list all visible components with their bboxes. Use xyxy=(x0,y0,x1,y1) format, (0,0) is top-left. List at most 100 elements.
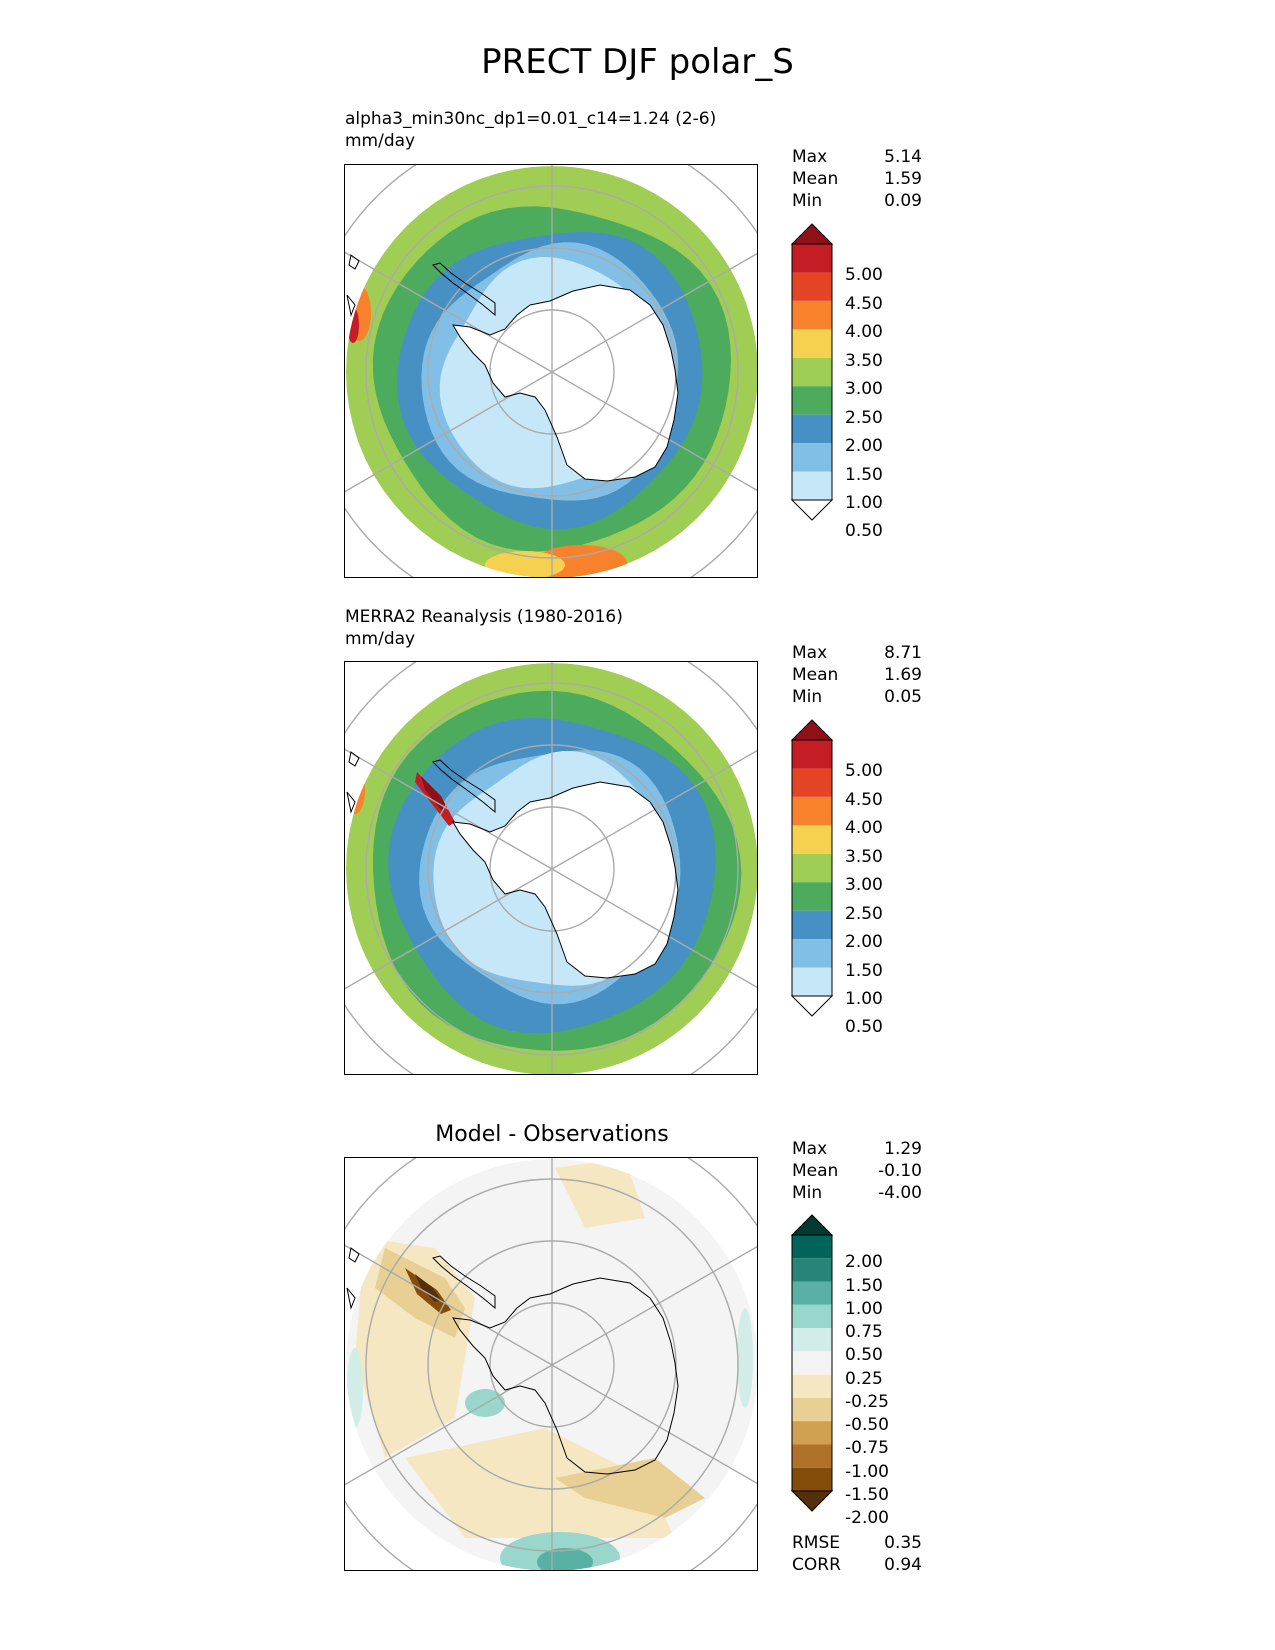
colorbar-segment xyxy=(792,386,832,415)
positive-bias-region xyxy=(347,1348,363,1428)
colorbar-segment xyxy=(792,740,832,769)
colorbar-segment xyxy=(792,882,832,911)
colorbar-tick-label: 3.50 xyxy=(845,846,883,867)
colorbar-tick-label: 1.50 xyxy=(845,464,883,485)
colorbar-tick-label: -0.50 xyxy=(845,1415,889,1436)
stat-value: 0.05 xyxy=(884,687,922,707)
colorbar-tick-label: 0.75 xyxy=(845,1322,883,1343)
stat-label: Min xyxy=(792,191,823,211)
colorbar-tick-label: 5.00 xyxy=(845,761,883,782)
colorbar-segment xyxy=(792,1374,832,1398)
colorbar-outline xyxy=(791,243,833,501)
negative-bias-region xyxy=(555,1159,645,1228)
colorbar-segment xyxy=(792,1444,832,1468)
coastal-precip-max xyxy=(421,776,447,810)
metric-value: 0.35 xyxy=(884,1533,922,1553)
stat-label: Mean xyxy=(792,665,839,685)
colorbar-segment xyxy=(792,1328,832,1352)
colorbar-segment xyxy=(792,1421,832,1445)
colorbar-tick-label: 4.00 xyxy=(845,818,883,839)
colorbar-tick-label: 2.00 xyxy=(845,932,883,953)
panel3-map xyxy=(344,1157,758,1571)
colorbar-segment xyxy=(792,414,832,444)
antarctic-interior xyxy=(453,285,678,481)
colorbar-tick-label: 1.50 xyxy=(845,960,883,981)
high-precip-patch xyxy=(346,766,365,814)
colorbar-tick-label: -1.00 xyxy=(845,1461,889,1482)
colorbar-tick-label: 3.50 xyxy=(845,350,883,371)
stat-label: Min xyxy=(792,687,823,707)
colorbar-segment xyxy=(792,1235,832,1259)
colorbar-extend-min xyxy=(790,995,834,1017)
panel1-stats: Max 5.14 Mean 1.59 Min 0.09 xyxy=(792,146,922,212)
stat-label: Mean xyxy=(792,169,839,189)
colorbar-segment xyxy=(792,1258,832,1282)
colorbar-tick-label: 3.00 xyxy=(845,875,883,896)
stat-label: Mean xyxy=(792,1161,839,1181)
colorbar-tick-label: -2.00 xyxy=(845,1508,889,1529)
colorbar-extend-min xyxy=(790,1490,834,1512)
colorbar-segment xyxy=(792,244,832,273)
stat-label: Max xyxy=(792,643,828,663)
panel2-colorbar xyxy=(790,719,834,1017)
colorbar-extend-max xyxy=(790,719,834,741)
metric-value: 0.94 xyxy=(884,1555,922,1575)
panel2-map xyxy=(344,661,758,1075)
colorbar-tick-label: 0.50 xyxy=(845,1345,883,1366)
stat-value: 1.59 xyxy=(884,169,922,189)
colorbar-segment xyxy=(792,768,832,797)
colorbar-segment xyxy=(792,300,832,330)
colorbar-segment xyxy=(792,357,832,387)
colorbar-tick-label: 2.50 xyxy=(845,903,883,924)
colorbar-tick-label: 3.00 xyxy=(845,379,883,400)
stat-value: 1.29 xyxy=(884,1139,922,1159)
colorbar-segment xyxy=(792,796,832,826)
panel3-metrics: RMSE 0.35 CORR 0.94 xyxy=(792,1532,922,1576)
panel1-map xyxy=(344,164,758,578)
high-precip-patch xyxy=(485,551,565,577)
colorbar-tick-label: 5.00 xyxy=(845,265,883,286)
panel1-colorbar xyxy=(790,223,834,521)
colorbar-segment xyxy=(792,329,832,358)
colorbar-tick-label: 0.50 xyxy=(845,521,883,542)
stat-label: Max xyxy=(792,1139,828,1159)
colorbar-tick-label: -0.75 xyxy=(845,1438,889,1459)
colorbar-tick-label: -0.25 xyxy=(845,1391,889,1412)
negative-bias-region xyxy=(405,1428,675,1538)
colorbar-tick-label: 1.00 xyxy=(845,1298,883,1319)
figure-title: PRECT DJF polar_S xyxy=(481,42,794,82)
high-precip-patch xyxy=(347,307,359,343)
colorbar-tick-label: 1.00 xyxy=(845,493,883,513)
stat-value: 1.69 xyxy=(884,665,922,685)
colorbar-segment xyxy=(792,1467,832,1491)
colorbar-tick-label: 4.50 xyxy=(845,293,883,314)
colorbar-tick-label: 0.25 xyxy=(845,1368,883,1389)
colorbar-segment xyxy=(792,967,832,996)
positive-bias-region xyxy=(537,1548,593,1570)
colorbar-extend-max xyxy=(790,1214,834,1236)
colorbar-segment xyxy=(792,272,832,301)
colorbar-tick-label: 4.00 xyxy=(845,322,883,343)
colorbar-segment xyxy=(792,443,832,472)
metric-label: CORR xyxy=(792,1555,841,1575)
colorbar-outline xyxy=(791,739,833,997)
panel2-stats: Max 8.71 Mean 1.69 Min 0.05 xyxy=(792,642,922,708)
stat-label: Max xyxy=(792,147,828,167)
colorbar-tick-label: 1.00 xyxy=(845,989,883,1009)
colorbar-outline xyxy=(791,1234,833,1492)
panel3-stats: Max 1.29 Mean -0.10 Min -4.00 xyxy=(792,1138,922,1204)
panel1-title: alpha3_min30nc_dp1=0.01_c14=1.24 (2-6) mm… xyxy=(345,109,717,151)
stat-value: 8.71 xyxy=(884,643,922,663)
panel3-title: Model - Observations xyxy=(435,1122,669,1147)
colorbar-extend-max xyxy=(790,223,834,245)
colorbar-tick-label: 1.50 xyxy=(845,1275,883,1296)
colorbar-tick-label: 4.50 xyxy=(845,789,883,810)
panel3-colorbar xyxy=(790,1214,834,1512)
stat-value: 5.14 xyxy=(884,147,922,167)
stat-value: -4.00 xyxy=(878,1183,922,1203)
colorbar-segment xyxy=(792,910,832,940)
colorbar-tick-label: 2.00 xyxy=(845,436,883,457)
colorbar-segment xyxy=(792,1304,832,1329)
strong-negative-bias xyxy=(415,1274,441,1302)
colorbar-segment xyxy=(792,825,832,854)
